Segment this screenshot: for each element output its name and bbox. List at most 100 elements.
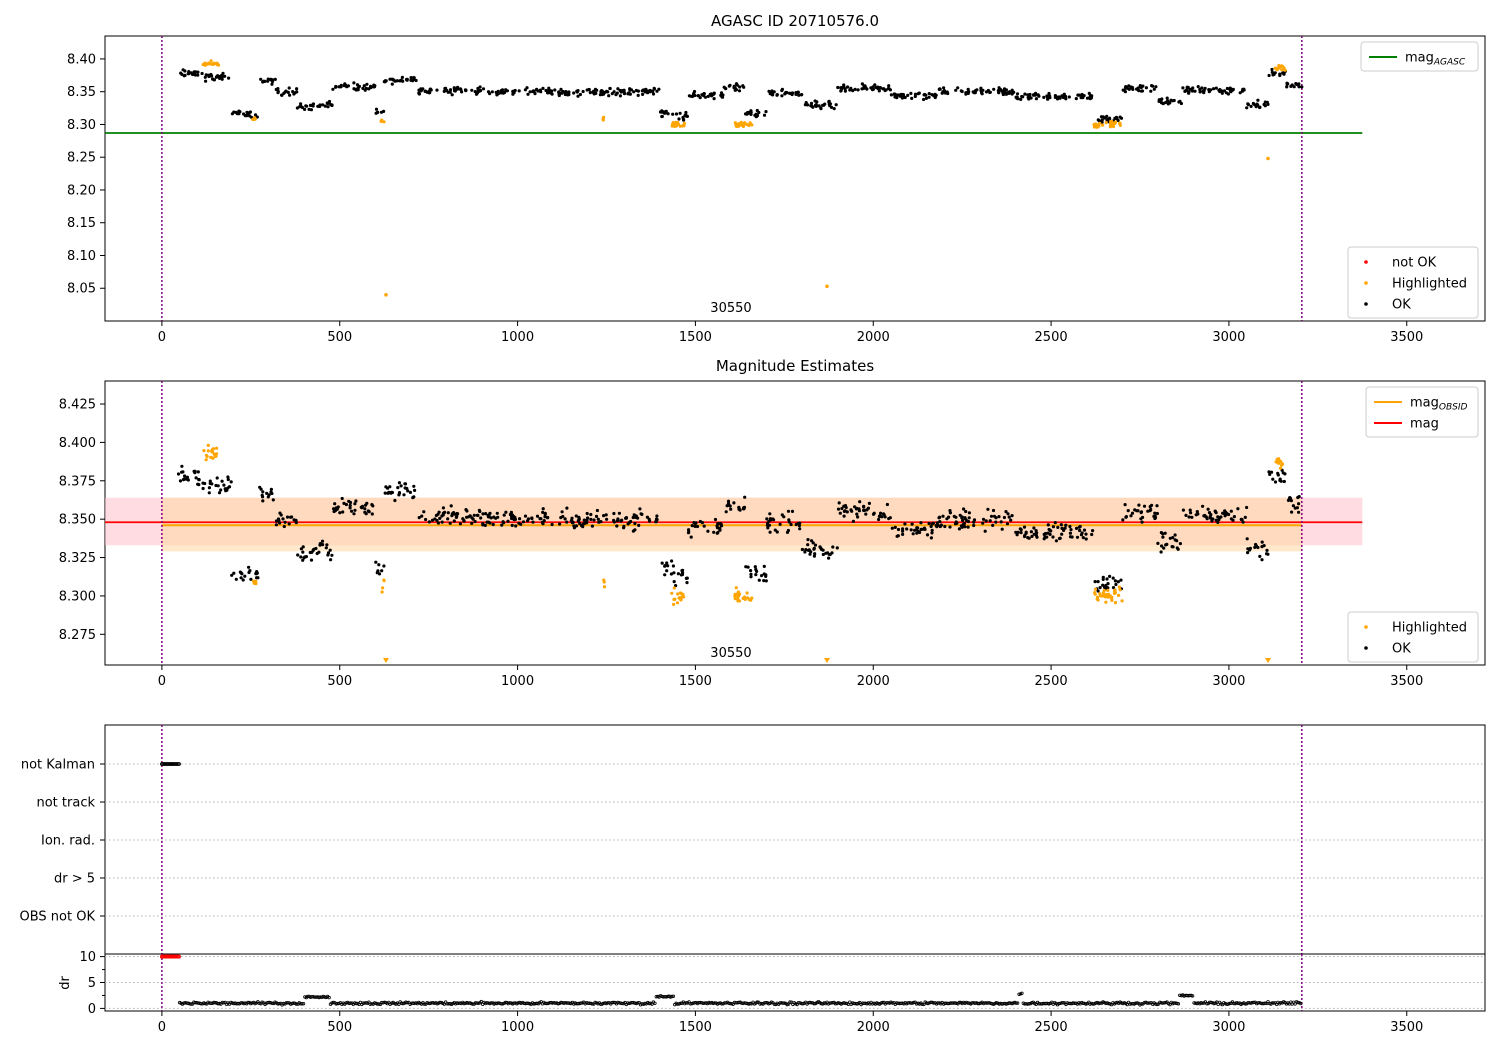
ok-point — [393, 498, 397, 503]
ok-point — [1201, 504, 1205, 508]
highlighted-point — [739, 120, 743, 124]
dr-point — [1227, 1001, 1232, 1006]
ok-point — [561, 514, 565, 519]
ok-point — [566, 93, 570, 97]
ok-point — [214, 75, 218, 79]
ok-point — [991, 508, 996, 513]
ok-point — [624, 516, 628, 520]
ok-point — [300, 105, 304, 110]
ok-point — [574, 524, 579, 528]
ok-point — [506, 519, 510, 523]
ok-point — [1029, 530, 1033, 534]
ok-point — [450, 93, 454, 97]
ok-point — [1196, 512, 1200, 516]
ok-point — [490, 90, 494, 94]
ok-point — [988, 90, 992, 95]
ok-point — [984, 519, 988, 523]
dr-point — [189, 1002, 193, 1006]
ok-point — [893, 525, 897, 530]
x-tick-label: 3500 — [1390, 674, 1423, 689]
ok-point — [937, 516, 941, 520]
ok-point — [860, 87, 864, 91]
ok-point — [541, 86, 545, 90]
ok-point — [479, 516, 483, 520]
highlighted-point — [1117, 593, 1121, 598]
ok-point — [966, 519, 971, 524]
ok-point — [176, 472, 181, 476]
ok-point — [541, 510, 545, 514]
flag-row-label: OBS not OK — [20, 910, 96, 925]
highlighted-point — [252, 579, 256, 583]
ok-point — [757, 578, 761, 582]
ok-point — [424, 517, 428, 522]
ok-point — [1141, 84, 1145, 88]
ok-point — [339, 83, 343, 87]
ok-point — [477, 508, 481, 512]
ok-point — [996, 88, 1001, 93]
y-tick-label: 8.30 — [67, 118, 96, 133]
ok-point — [762, 113, 767, 117]
ok-point — [1121, 518, 1125, 522]
y-tick-label: 8.375 — [59, 474, 96, 489]
dr-point — [579, 1001, 583, 1005]
ok-point — [1130, 511, 1135, 515]
dr-point — [920, 1002, 924, 1006]
ok-point — [1032, 526, 1036, 530]
legend-agasc: magAGASC — [1360, 41, 1479, 72]
ok-point — [1123, 90, 1127, 94]
ok-point — [1297, 510, 1301, 514]
ok-point — [855, 512, 859, 516]
highlighted-point — [734, 586, 738, 590]
ok-point — [930, 528, 934, 532]
highlighted-point — [382, 120, 386, 124]
ok-point — [328, 548, 332, 552]
ok-point — [633, 521, 637, 526]
ok-point — [797, 93, 801, 97]
ok-point — [632, 513, 636, 517]
ok-point — [1181, 86, 1185, 90]
ok-point — [768, 512, 772, 516]
x-tick-label: 2500 — [1035, 674, 1068, 689]
ok-point — [685, 581, 689, 585]
ok-point — [901, 532, 905, 537]
dr-point — [755, 1000, 759, 1004]
ok-point — [282, 91, 286, 95]
ok-point — [964, 91, 968, 95]
ok-point — [420, 87, 424, 92]
ok-point — [1285, 81, 1289, 85]
y-tick-label: 8.400 — [59, 436, 96, 451]
dr-point — [370, 1002, 374, 1006]
ok-point — [514, 524, 518, 528]
highlighted-point — [670, 591, 674, 595]
ok-point — [749, 572, 753, 577]
dr-point — [306, 994, 310, 999]
ok-point — [1258, 554, 1262, 559]
ok-point — [817, 104, 821, 108]
ok-point — [363, 88, 367, 92]
legend-label-subscript: AGASC — [1433, 58, 1466, 68]
ok-point — [744, 565, 748, 569]
ok-point — [291, 90, 295, 94]
ok-point — [749, 575, 753, 579]
ok-point — [357, 84, 361, 88]
ok-point — [1027, 97, 1031, 101]
ok-point — [919, 521, 923, 525]
ok-point — [565, 520, 569, 524]
highlighted-point — [1118, 121, 1122, 126]
ok-point — [743, 495, 747, 499]
ok-point — [960, 525, 964, 529]
ok-point — [1203, 86, 1207, 90]
dr-point — [1020, 991, 1024, 995]
ok-point — [857, 509, 862, 513]
ok-point — [1291, 504, 1295, 508]
legend-dot-swatch — [1364, 302, 1368, 306]
dr-point — [1271, 1001, 1276, 1005]
ok-point — [806, 548, 811, 553]
dr-point — [291, 1001, 296, 1005]
ok-point — [1187, 515, 1191, 519]
ok-point — [1101, 115, 1105, 119]
ok-point — [604, 513, 608, 517]
ok-point — [1202, 514, 1206, 518]
ok-point — [1179, 101, 1183, 106]
ok-point — [1190, 89, 1194, 93]
